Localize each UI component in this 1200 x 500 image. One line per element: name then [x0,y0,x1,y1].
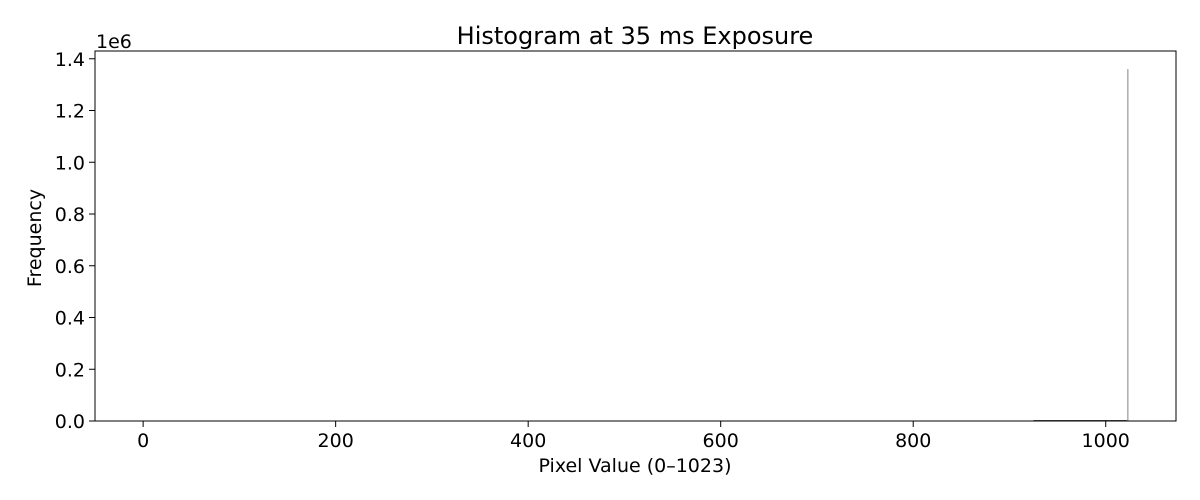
y-tick-label: 0.4 [55,308,85,330]
x-tick-label: 600 [703,430,739,452]
chart-title: Histogram at 35 ms Exposure [457,22,814,50]
x-tick-label: 200 [318,430,354,452]
y-axis-label: Frequency [24,189,46,287]
y-tick-label: 0.8 [55,204,85,226]
x-tick-label: 800 [895,430,931,452]
y-tick-label: 1.2 [55,101,85,123]
y-offset-label: 1e6 [96,31,132,53]
plot-frame [94,50,1177,422]
x-tick-label: 0 [137,430,149,452]
ticks-layer: 0 200 400 600 800 1000 0.0 0.2 0.4 0.6 0.8 1.0 1.2 1.… [55,49,1130,452]
x-tick-label: 1000 [1082,430,1130,452]
histogram-bar [1127,69,1129,422]
x-axis-label: Pixel Value (0–1023) [539,455,732,477]
x-tick-label: 400 [510,430,546,452]
y-tick-label: 0.6 [55,256,85,278]
y-tick-label: 1.4 [55,49,85,71]
y-tick-label: 0.0 [55,411,85,433]
y-tick-label: 1.0 [55,152,85,174]
y-tick-label: 0.2 [55,359,85,381]
